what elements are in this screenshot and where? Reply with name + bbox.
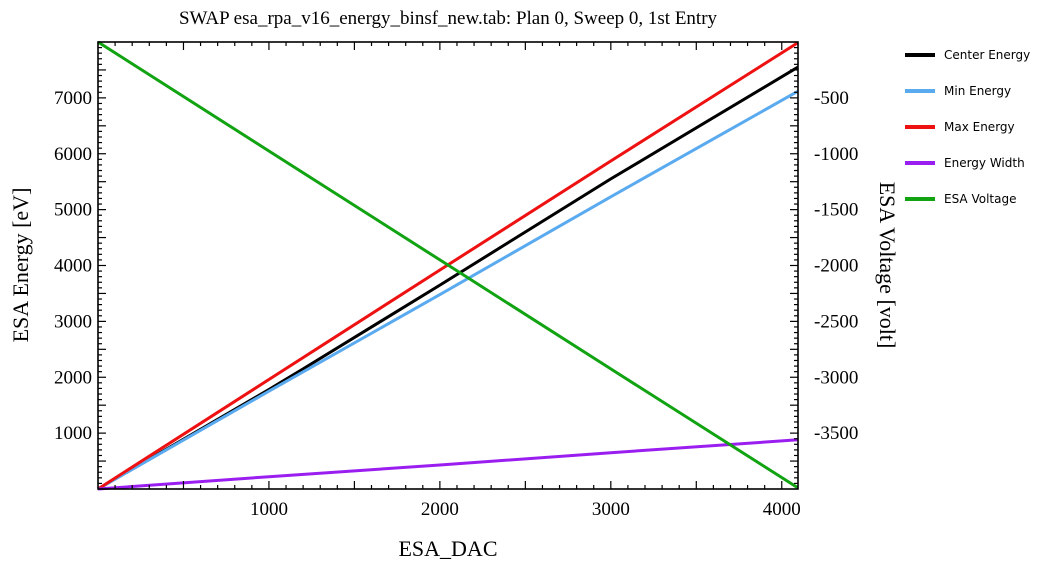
- y2-axis-label: ESA Voltage [volt]: [875, 182, 900, 349]
- legend-label-center-energy: Center Energy: [944, 48, 1030, 62]
- series-line-energy-width: [97, 438, 799, 491]
- x-axis-label: ESA_DAC: [398, 536, 497, 561]
- y-tick-label: 2000: [54, 367, 92, 388]
- y-tick-label: 1000: [54, 423, 92, 444]
- plot-frame: [97, 41, 799, 490]
- series-line-center-energy: [97, 65, 799, 491]
- y-tick-label: 6000: [54, 144, 92, 165]
- legend-label-esa-voltage: ESA Voltage: [944, 192, 1016, 206]
- chart-title: SWAP esa_rpa_v16_energy_binsf_new.tab: P…: [179, 8, 718, 29]
- y2-tick-label: -2500: [814, 311, 858, 332]
- y2-tick-label: -1000: [814, 144, 858, 165]
- x-tick-label: 4000: [763, 499, 801, 520]
- plot-area: [97, 40, 799, 491]
- y2-tick-label: -1500: [814, 200, 858, 221]
- series-line-max-energy: [97, 41, 799, 491]
- series-line-min-energy: [97, 89, 799, 491]
- series-line-esa-voltage: [97, 40, 799, 490]
- y-axis-label: ESA Energy [eV]: [8, 188, 33, 343]
- legend: Center Energy Min Energy Max Energy Energy …: [905, 48, 1030, 206]
- x-tick-label: 2000: [421, 499, 459, 520]
- legend-label-max-energy: Max Energy: [944, 120, 1015, 134]
- y2-tick-label: -3500: [814, 423, 858, 444]
- legend-label-min-energy: Min Energy: [944, 84, 1011, 98]
- x-axis: 1000 2000 3000 4000: [114, 42, 801, 520]
- y-axis-left: 1000 2000 3000 4000 5000 6000 7000: [54, 46, 106, 485]
- y-tick-label: 4000: [54, 256, 92, 277]
- y2-tick-label: -2000: [814, 256, 858, 277]
- y2-tick-label: -500: [814, 88, 849, 109]
- y2-tick-label: -3000: [814, 367, 858, 388]
- x-tick-label: 3000: [592, 499, 630, 520]
- legend-label-energy-width: Energy Width: [944, 156, 1025, 170]
- y-tick-label: 3000: [54, 311, 92, 332]
- y-axis-right: -500 -1000 -1500 -2000 -2500 -3000 -3500: [790, 46, 858, 485]
- y-tick-label: 5000: [54, 200, 92, 221]
- y-tick-label: 7000: [54, 88, 92, 109]
- x-tick-label: 1000: [250, 499, 288, 520]
